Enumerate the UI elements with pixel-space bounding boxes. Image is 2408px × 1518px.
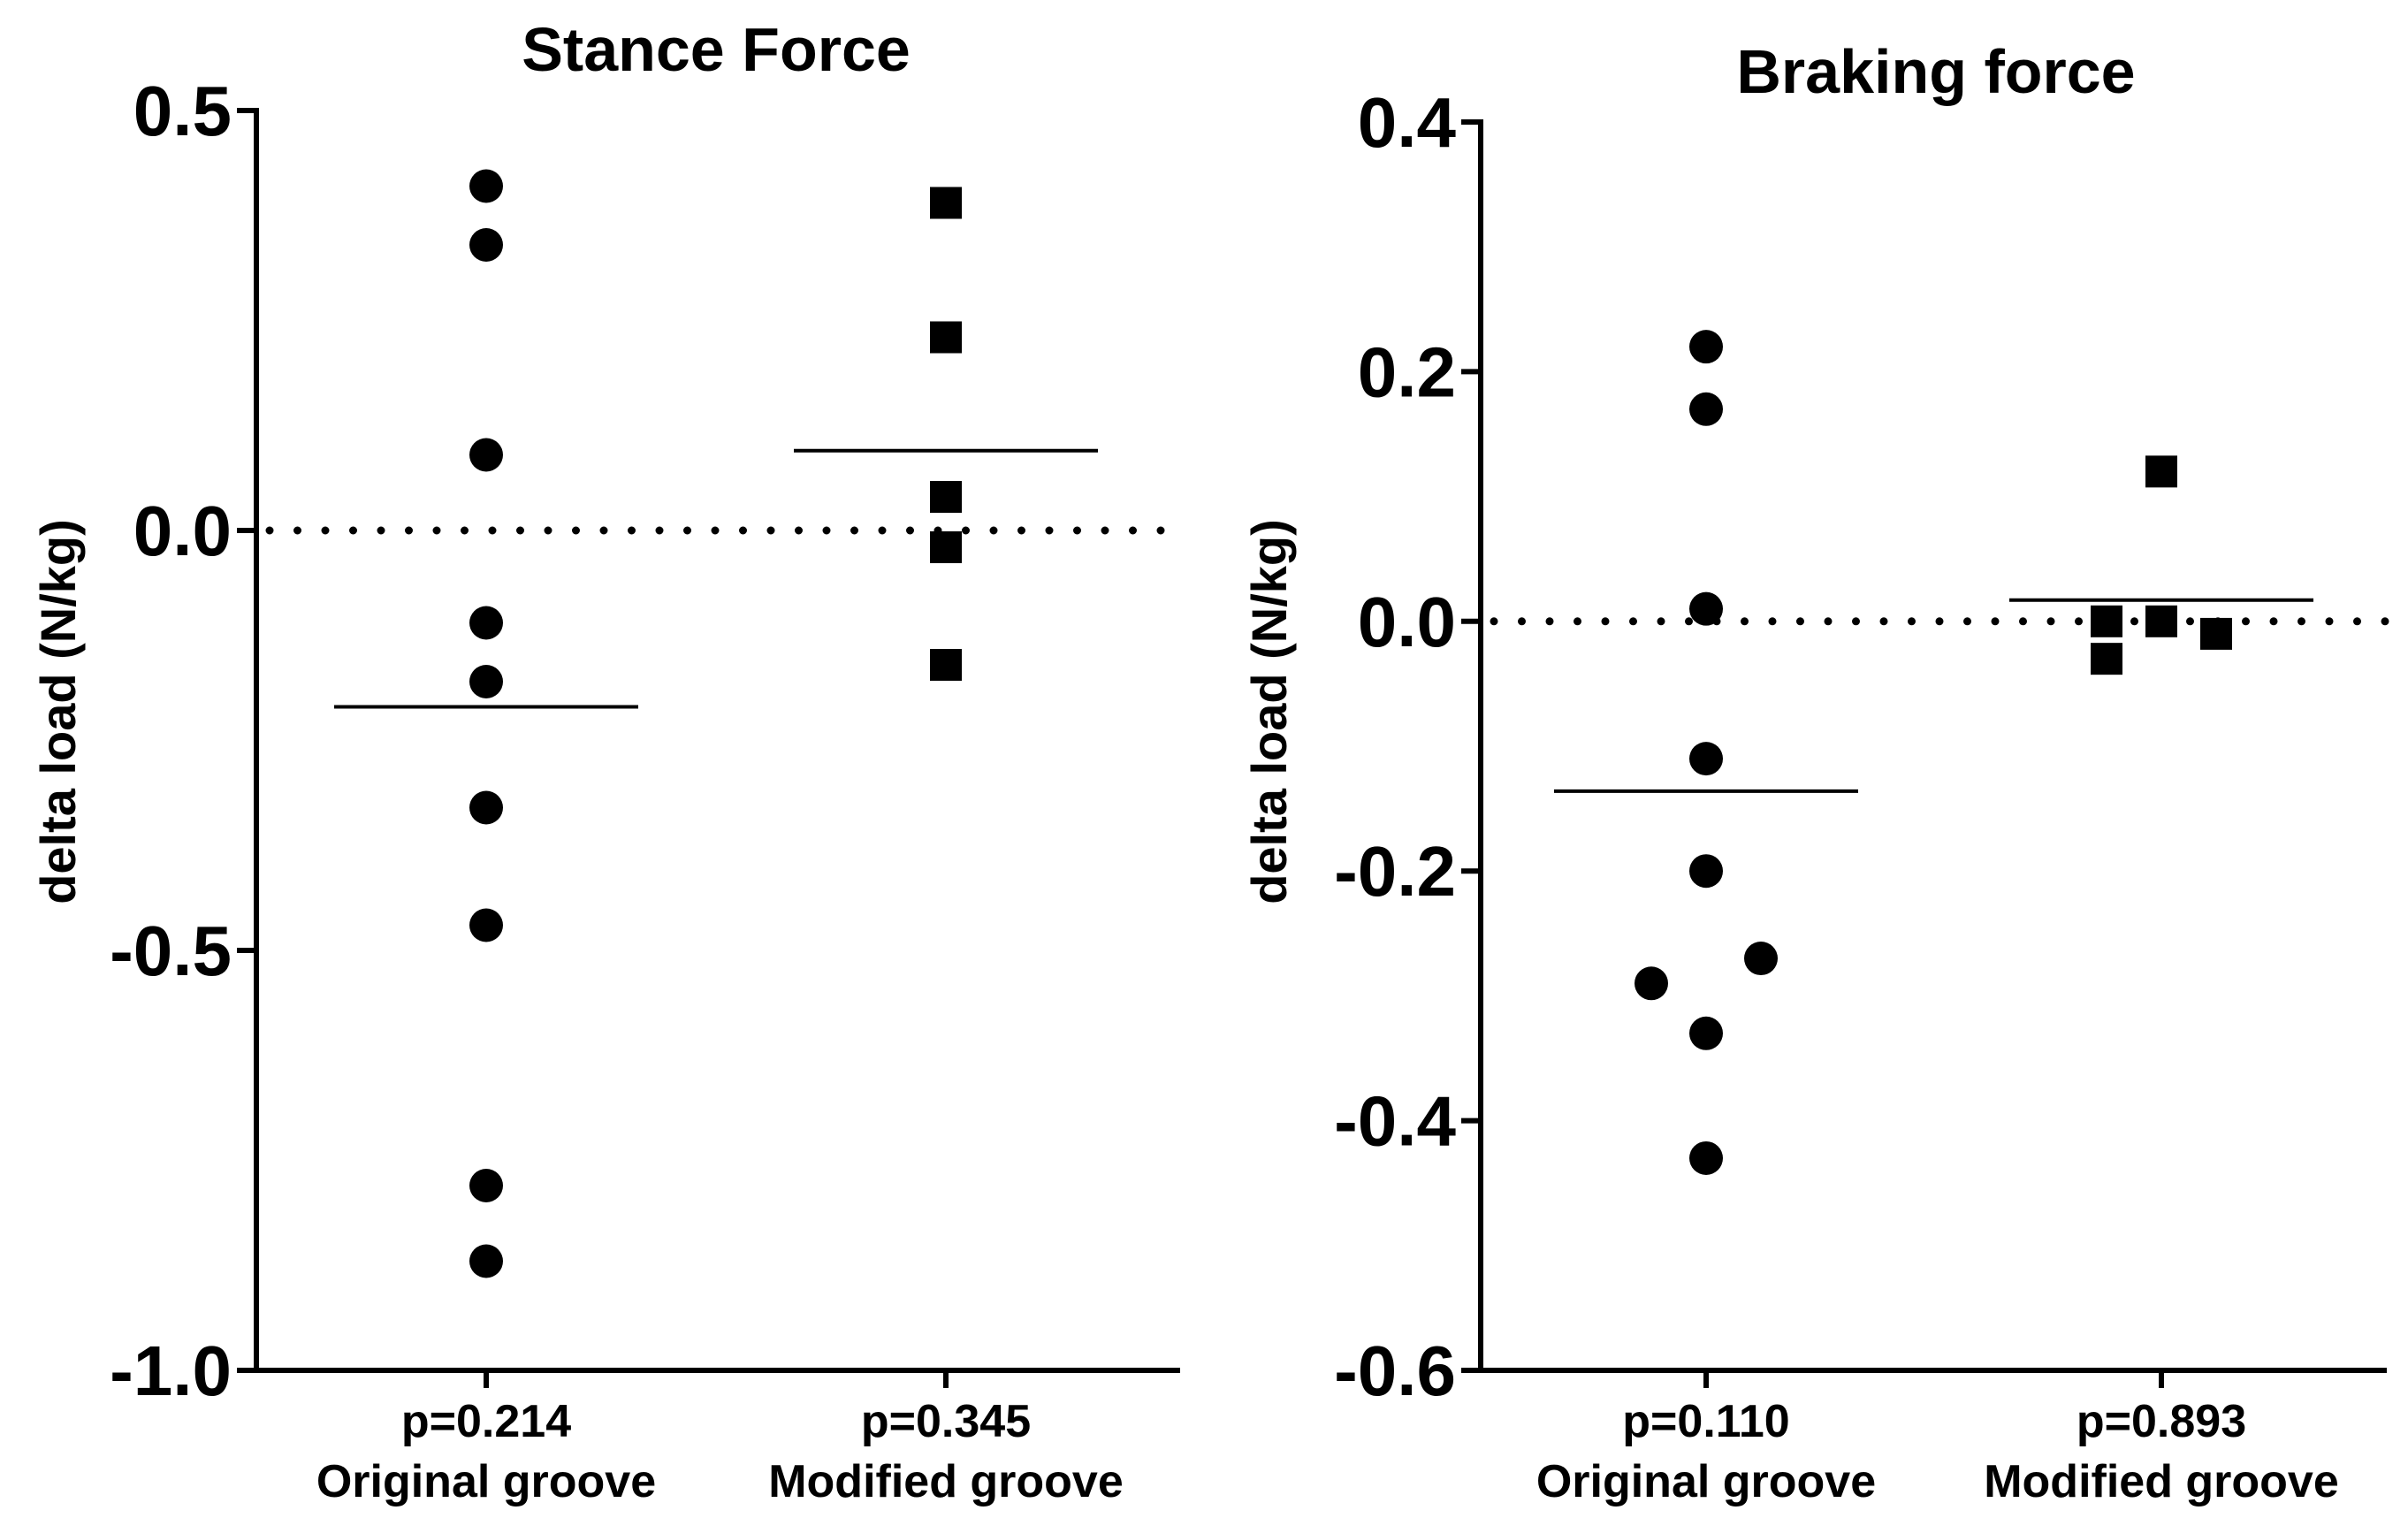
data-point [1689, 1016, 1723, 1050]
data-point [469, 1244, 503, 1278]
group-2-p-value: p=0.345 [861, 1396, 1031, 1447]
y-tick-label: -0.5 [110, 912, 232, 990]
data-point [469, 908, 503, 942]
y-tick-label: 0.0 [133, 492, 232, 570]
data-point [1689, 392, 1723, 426]
group-1-label: Original groove [1536, 1456, 1876, 1507]
group-1-p-value: p=0.110 [1622, 1396, 1789, 1447]
data-point [469, 228, 503, 262]
stance-force-panel: Stance Force delta load (N/kg) p=0.214 O… [30, 15, 1180, 1507]
data-point [930, 531, 962, 563]
data-point [1689, 1140, 1723, 1175]
data-point [1744, 942, 1778, 976]
braking-force-panel: Braking force delta load (N/kg) p=0.110 … [1241, 37, 2391, 1507]
group-1-p-value: p=0.214 [401, 1396, 571, 1447]
group-2-p-value: p=0.893 [2077, 1396, 2246, 1447]
data-point [930, 187, 962, 219]
data-point [469, 606, 503, 640]
data-point [1689, 854, 1723, 889]
data-point [2145, 455, 2177, 488]
y-axis-label: delta load (N/kg) [1241, 519, 1297, 904]
data-point [2145, 605, 2177, 637]
data-point [469, 1169, 503, 1202]
chart-title: Braking force [1736, 37, 2135, 106]
y-tick-label: 0.0 [1358, 583, 1456, 661]
group-2-label: Modified groove [1984, 1456, 2339, 1507]
data-point [469, 438, 503, 472]
data-point [1689, 330, 1723, 364]
data-point [469, 169, 503, 203]
data-point [1635, 966, 1668, 1001]
data-point [2091, 605, 2122, 637]
data-point [930, 481, 962, 513]
data-point [469, 790, 503, 825]
data-point [1689, 591, 1723, 626]
y-tick-label: -1.0 [110, 1331, 232, 1410]
y-tick-label: -0.4 [1334, 1082, 1456, 1161]
data-point [1689, 742, 1723, 776]
group-2-label: Modified groove [768, 1456, 1124, 1507]
y-tick-label: 0.5 [133, 72, 232, 150]
data-point [930, 321, 962, 354]
y-tick-label: -0.2 [1334, 832, 1456, 911]
group-1-label: Original groove [316, 1456, 656, 1507]
y-tick-label: -0.6 [1334, 1331, 1456, 1410]
data-point [2200, 617, 2232, 650]
y-axis-label: delta load (N/kg) [30, 519, 86, 904]
y-tick-label: 0.4 [1358, 83, 1457, 162]
data-point [469, 665, 503, 698]
data-point [930, 649, 962, 681]
chart-title: Stance Force [522, 15, 911, 84]
data-point [2091, 643, 2122, 675]
y-tick-label: 0.2 [1358, 332, 1456, 411]
